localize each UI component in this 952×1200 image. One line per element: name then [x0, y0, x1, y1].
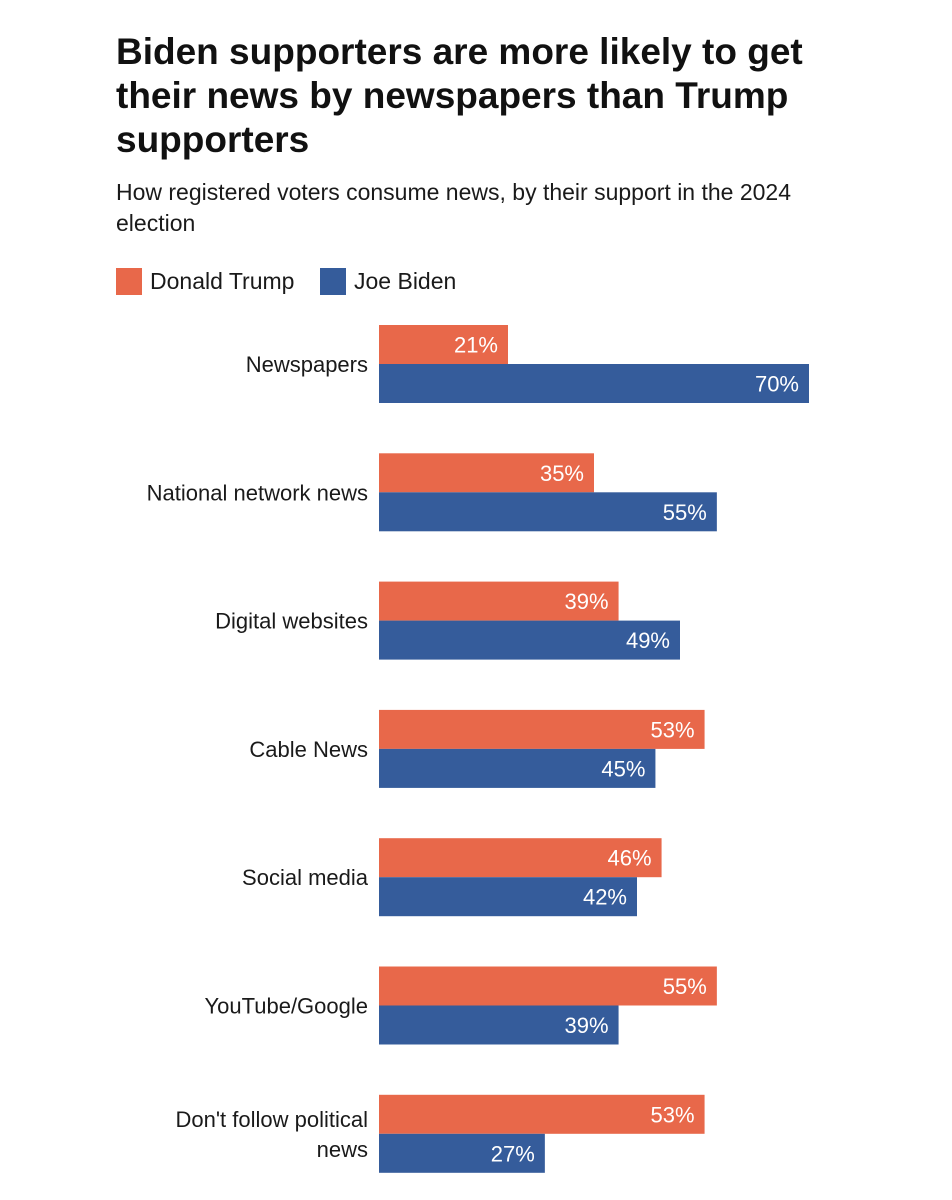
chart-subtitle: How registered voters consume news, by t…: [116, 179, 792, 236]
category-label: YouTube/Google: [204, 994, 368, 1019]
legend-item-biden: Joe Biden: [320, 268, 456, 295]
bar-biden: [379, 748, 656, 788]
bar-trump: [379, 838, 662, 878]
bar-biden: [379, 620, 680, 660]
legend-label-biden: Joe Biden: [354, 268, 457, 294]
chart-title: Biden supporters are more likely to get …: [116, 31, 803, 160]
legend-swatch-trump: [116, 268, 142, 295]
bar-trump: [379, 453, 594, 493]
bar-value-label-trump: 53%: [651, 717, 695, 742]
bar-trump: [379, 1094, 705, 1134]
category-label-line: National network news: [147, 480, 368, 505]
bar-value-label-biden: 55%: [663, 500, 707, 525]
category-group: Newspapers 21% 70%: [246, 325, 809, 403]
category-label-line: Digital websites: [215, 609, 368, 634]
category-label-line: Cable News: [249, 737, 368, 762]
category-label-line: Newspapers: [246, 352, 368, 377]
bar-value-label-biden: 70%: [755, 372, 799, 397]
category-group: Cable News 53%45%: [249, 709, 705, 788]
category-group: Don't follow political news 53% 27%: [175, 1094, 705, 1173]
bar-value-label-trump: 55%: [663, 974, 707, 999]
category-group: National network news 35% 55%: [147, 453, 717, 532]
category-label-line: Don't follow political: [175, 1107, 368, 1132]
legend-swatch-biden: [320, 268, 346, 295]
bar-value-label-trump: 53%: [651, 1102, 695, 1127]
bar-value-label-biden: 39%: [565, 1013, 609, 1038]
bar-value-label-trump: 39%: [565, 589, 609, 614]
category-label: Don't follow political news: [175, 1107, 368, 1162]
bar-trump: [379, 581, 619, 621]
bar-trump: [379, 325, 508, 364]
category-label: Cable News: [249, 737, 368, 762]
legend-item-trump: Donald Trump: [116, 268, 294, 295]
category-label-line: YouTube/Google: [204, 994, 368, 1019]
category-label: Digital websites: [215, 609, 368, 634]
bar-value-label-trump: 46%: [608, 846, 652, 871]
category-group: YouTube/Google 55% 39%: [204, 966, 717, 1045]
bar-biden: [379, 877, 637, 917]
category-label: National network news: [147, 480, 368, 505]
bar-value-label-trump: 21%: [454, 333, 498, 358]
bar-value-label-biden: 45%: [601, 756, 645, 781]
bar-value-label-biden: 42%: [583, 885, 627, 910]
category-label: Social media: [242, 865, 369, 890]
legend-label-trump: Donald Trump: [150, 268, 295, 294]
category-label-line: news: [317, 1137, 368, 1162]
bar-biden: [379, 1005, 619, 1045]
bar-biden: [379, 1133, 545, 1173]
category-group: Social media 46% 42%: [242, 838, 662, 917]
bar-value-label-biden: 27%: [491, 1141, 535, 1166]
bar-biden: [379, 364, 809, 403]
bar-value-label-biden: 49%: [626, 628, 670, 653]
bar-value-label-trump: 35%: [540, 461, 584, 486]
category-label-line: Social media: [242, 865, 369, 890]
bar-trump: [379, 709, 705, 749]
category-label: Newspapers: [246, 352, 368, 377]
category-group: Digital websites 39% 49%: [215, 581, 680, 660]
bar-biden: [379, 492, 717, 532]
bar-trump: [379, 966, 717, 1006]
